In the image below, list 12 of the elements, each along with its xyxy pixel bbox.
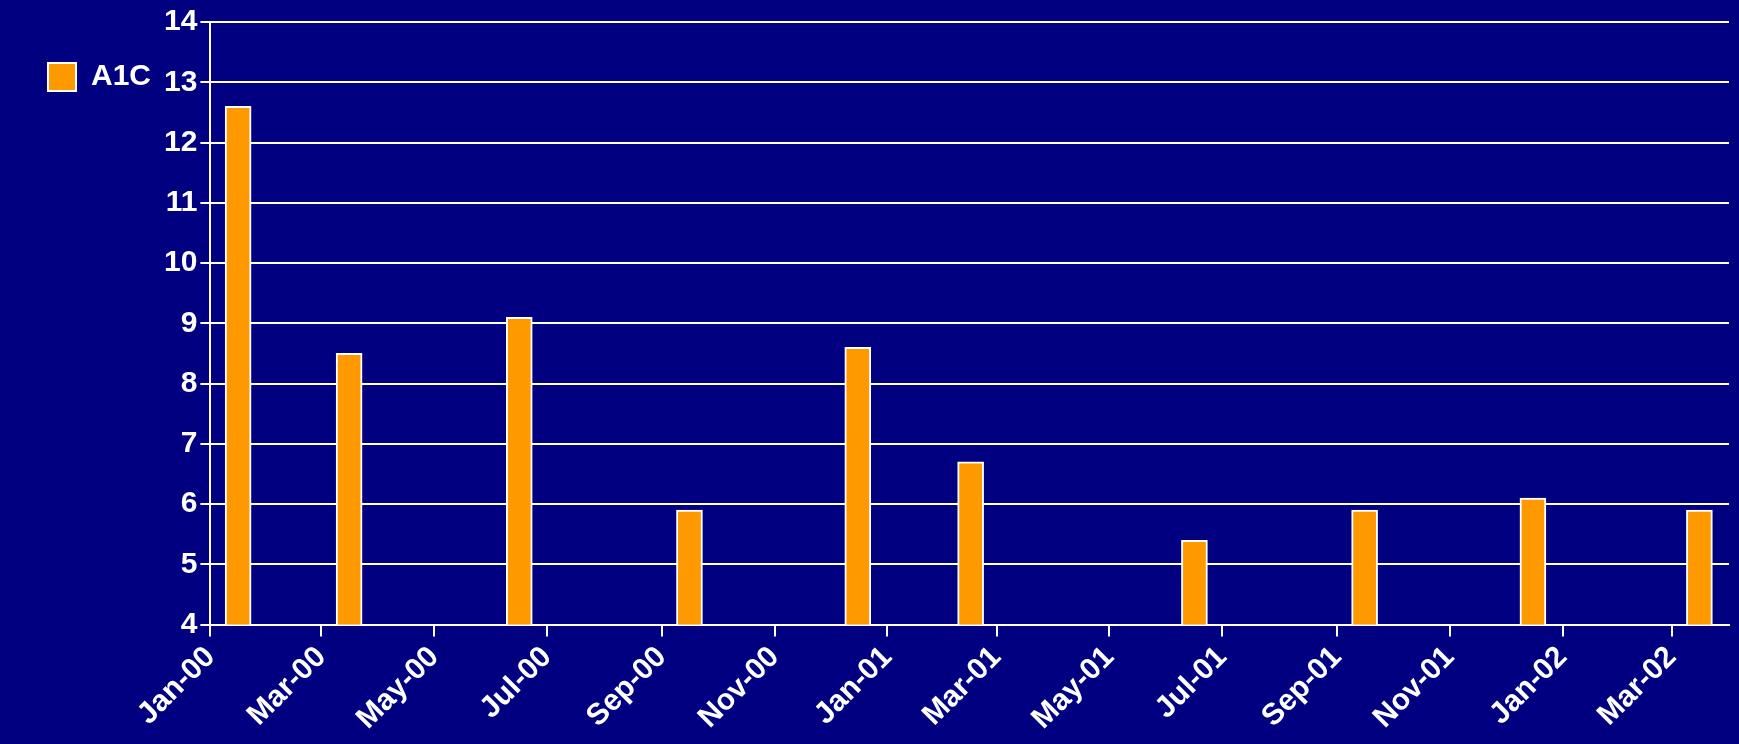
y-tick-label: 4 [180,605,198,639]
y-tick-label: 7 [180,425,198,459]
legend-label: A1C [91,58,152,92]
y-tick-label: 14 [164,3,198,37]
y-tick-label: 10 [164,244,198,278]
y-tick-label: 5 [180,545,198,579]
y-tick-label: 11 [165,184,198,218]
y-tick-label: 13 [164,63,198,97]
y-tick-label: 8 [180,364,198,398]
y-tick-label: 12 [164,123,198,157]
y-tick-label: 9 [180,304,198,338]
y-tick-label: 6 [180,485,198,519]
